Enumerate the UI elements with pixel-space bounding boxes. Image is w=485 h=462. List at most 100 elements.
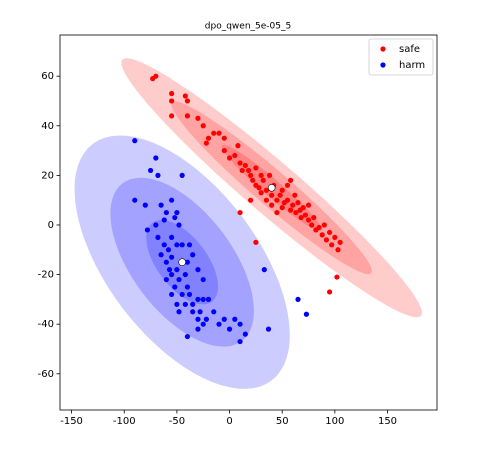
y-tick-label: 60 xyxy=(41,71,54,82)
point xyxy=(250,177,256,183)
point xyxy=(195,296,201,302)
point xyxy=(153,155,159,161)
point xyxy=(161,217,167,223)
point xyxy=(174,209,180,216)
point xyxy=(265,326,272,332)
y-tick-label: -20 xyxy=(38,270,54,281)
point xyxy=(158,202,164,208)
point xyxy=(237,321,243,327)
legend-marker xyxy=(380,46,386,52)
point xyxy=(221,316,227,322)
point xyxy=(305,202,312,208)
point xyxy=(144,227,151,233)
y-tick-label: -60 xyxy=(38,369,54,380)
point xyxy=(163,209,169,216)
point xyxy=(205,296,212,302)
point xyxy=(269,202,275,208)
point xyxy=(195,316,201,322)
point xyxy=(197,309,203,315)
point xyxy=(226,326,233,332)
point xyxy=(253,165,259,171)
point xyxy=(161,242,167,248)
point xyxy=(158,252,164,258)
point xyxy=(321,222,327,228)
y-tick-label: 0 xyxy=(48,220,54,231)
point xyxy=(323,237,330,243)
point xyxy=(216,321,222,327)
point xyxy=(174,267,180,273)
legend-label: safe xyxy=(399,44,420,55)
point xyxy=(169,197,175,203)
point xyxy=(216,130,222,136)
point xyxy=(132,197,138,203)
point xyxy=(169,98,175,104)
point xyxy=(186,291,193,298)
point xyxy=(334,274,340,280)
plot-area xyxy=(74,58,423,389)
point xyxy=(205,135,212,141)
point xyxy=(261,267,267,273)
point xyxy=(203,140,209,146)
point xyxy=(211,130,217,136)
point xyxy=(211,309,217,315)
point xyxy=(153,222,159,228)
point xyxy=(184,259,191,265)
y-tick-label: -40 xyxy=(38,319,54,330)
point xyxy=(288,177,294,183)
point xyxy=(155,234,161,240)
mean-marker xyxy=(178,258,186,266)
point xyxy=(300,205,306,211)
point xyxy=(200,296,206,302)
point xyxy=(179,172,185,178)
point xyxy=(172,214,178,221)
point xyxy=(332,234,338,240)
point xyxy=(182,271,188,278)
point xyxy=(195,326,201,332)
point xyxy=(279,187,285,193)
chart-title: dpo_qwen_5e-05_5 xyxy=(205,22,291,32)
point xyxy=(237,338,243,345)
point xyxy=(269,192,275,198)
mean-marker xyxy=(267,183,276,192)
x-tick-label: 50 xyxy=(276,416,289,427)
y-tick-label: 20 xyxy=(41,170,54,181)
point xyxy=(226,155,233,161)
point xyxy=(284,182,291,188)
point xyxy=(190,301,196,307)
point xyxy=(277,192,283,198)
point xyxy=(292,192,298,198)
point xyxy=(288,207,294,213)
point xyxy=(293,209,299,216)
point xyxy=(169,271,175,278)
point xyxy=(245,167,252,174)
point xyxy=(184,113,191,119)
point xyxy=(329,242,335,248)
point xyxy=(182,301,188,307)
point xyxy=(195,267,201,273)
point xyxy=(326,289,333,295)
point xyxy=(337,239,343,245)
point xyxy=(163,276,169,283)
point xyxy=(319,232,325,238)
point xyxy=(155,172,161,178)
point xyxy=(200,123,206,129)
point xyxy=(132,138,138,144)
point xyxy=(248,197,254,203)
point xyxy=(142,202,148,208)
legend-label: harm xyxy=(399,60,425,71)
point xyxy=(172,284,178,290)
point xyxy=(263,197,270,203)
point xyxy=(169,90,175,97)
point xyxy=(169,234,175,240)
point xyxy=(263,187,270,193)
point xyxy=(237,209,243,216)
point xyxy=(305,217,312,223)
point xyxy=(190,309,196,315)
point xyxy=(200,321,206,327)
point xyxy=(311,214,317,221)
point xyxy=(298,214,304,221)
axes-frame xyxy=(59,34,438,411)
point xyxy=(256,185,262,191)
x-tick-label: 150 xyxy=(378,416,397,427)
point xyxy=(221,135,227,141)
